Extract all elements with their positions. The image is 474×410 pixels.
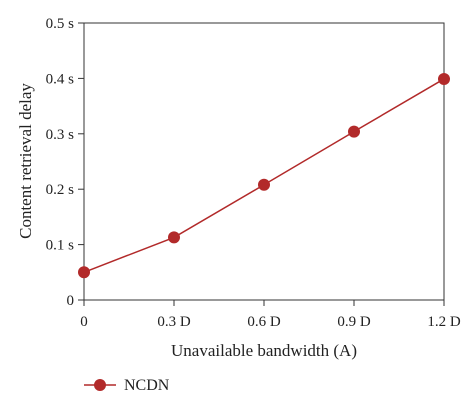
legend-label: NCDN	[124, 377, 170, 394]
x-tick-label: 0.9 D	[337, 314, 371, 330]
plot-frame	[83, 22, 445, 301]
x-tick-label: 1.2 D	[427, 314, 461, 330]
y-tick-label: 0.5 s	[46, 16, 75, 32]
y-tick-label: 0.2 s	[46, 182, 75, 198]
y-tick-label: 0.3 s	[46, 127, 75, 143]
x-tick-label: 0.6 D	[247, 314, 281, 330]
series-layer	[78, 72, 450, 279]
y-axis-ticks: 0 0.1 s 0.2 s 0.3 s 0.4 s 0.5 s	[46, 16, 84, 309]
x-tick-label: 0.3 D	[157, 314, 191, 330]
x-axis-label: Unavailable bandwidth (A)	[171, 341, 357, 360]
series-line	[83, 78, 445, 273]
legend: NCDN	[84, 377, 170, 394]
data-point	[168, 231, 180, 244]
y-tick-label: 0.1 s	[46, 238, 75, 254]
legend-marker	[94, 379, 106, 391]
y-tick-label: 0.4 s	[46, 71, 75, 87]
x-axis-ticks: 0 0.3 D 0.6 D 0.9 D 1.2 D	[80, 300, 461, 330]
y-tick-label: 0	[67, 293, 75, 309]
x-tick-label: 0	[80, 314, 88, 330]
data-point	[78, 266, 90, 279]
y-axis-label: Content retrieval delay	[16, 83, 35, 239]
data-point	[258, 178, 270, 191]
data-point	[438, 72, 450, 85]
data-point	[348, 125, 360, 138]
